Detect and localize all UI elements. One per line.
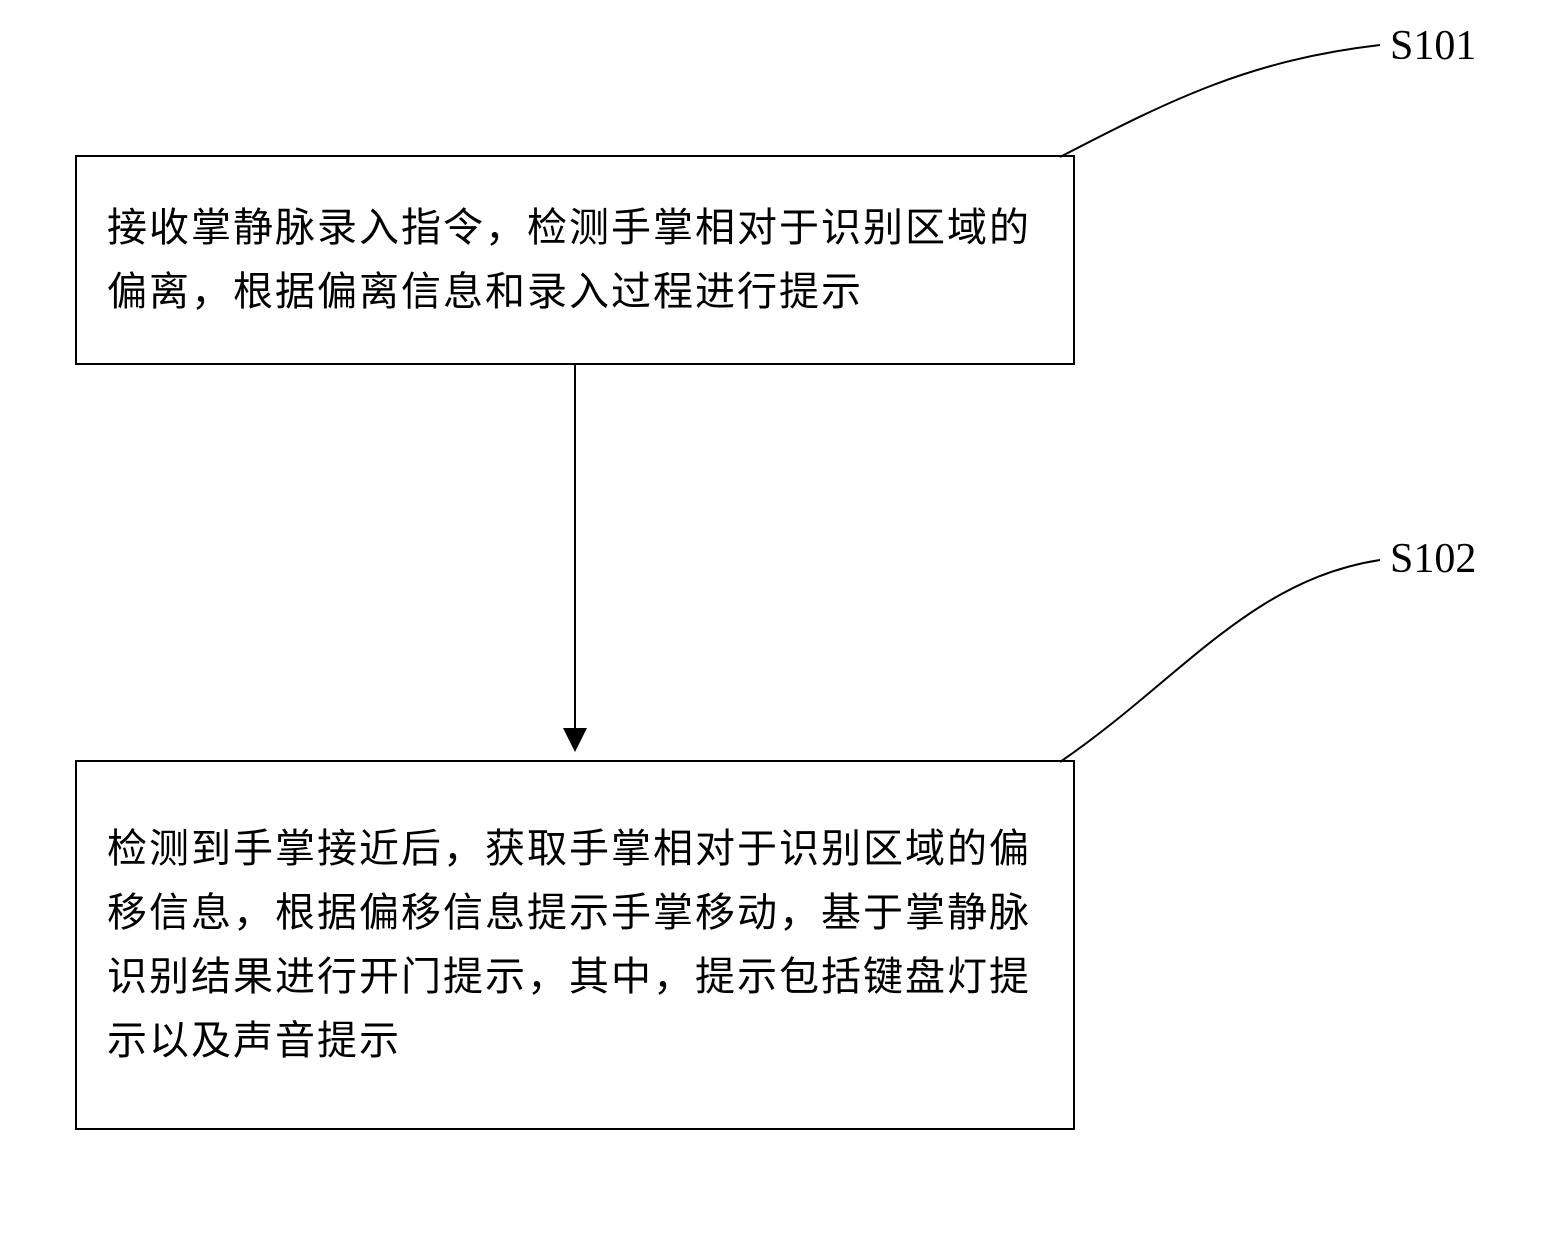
leader-s102 — [1060, 560, 1380, 762]
flowchart-connectors — [0, 0, 1554, 1243]
leader-s101 — [1060, 45, 1380, 157]
